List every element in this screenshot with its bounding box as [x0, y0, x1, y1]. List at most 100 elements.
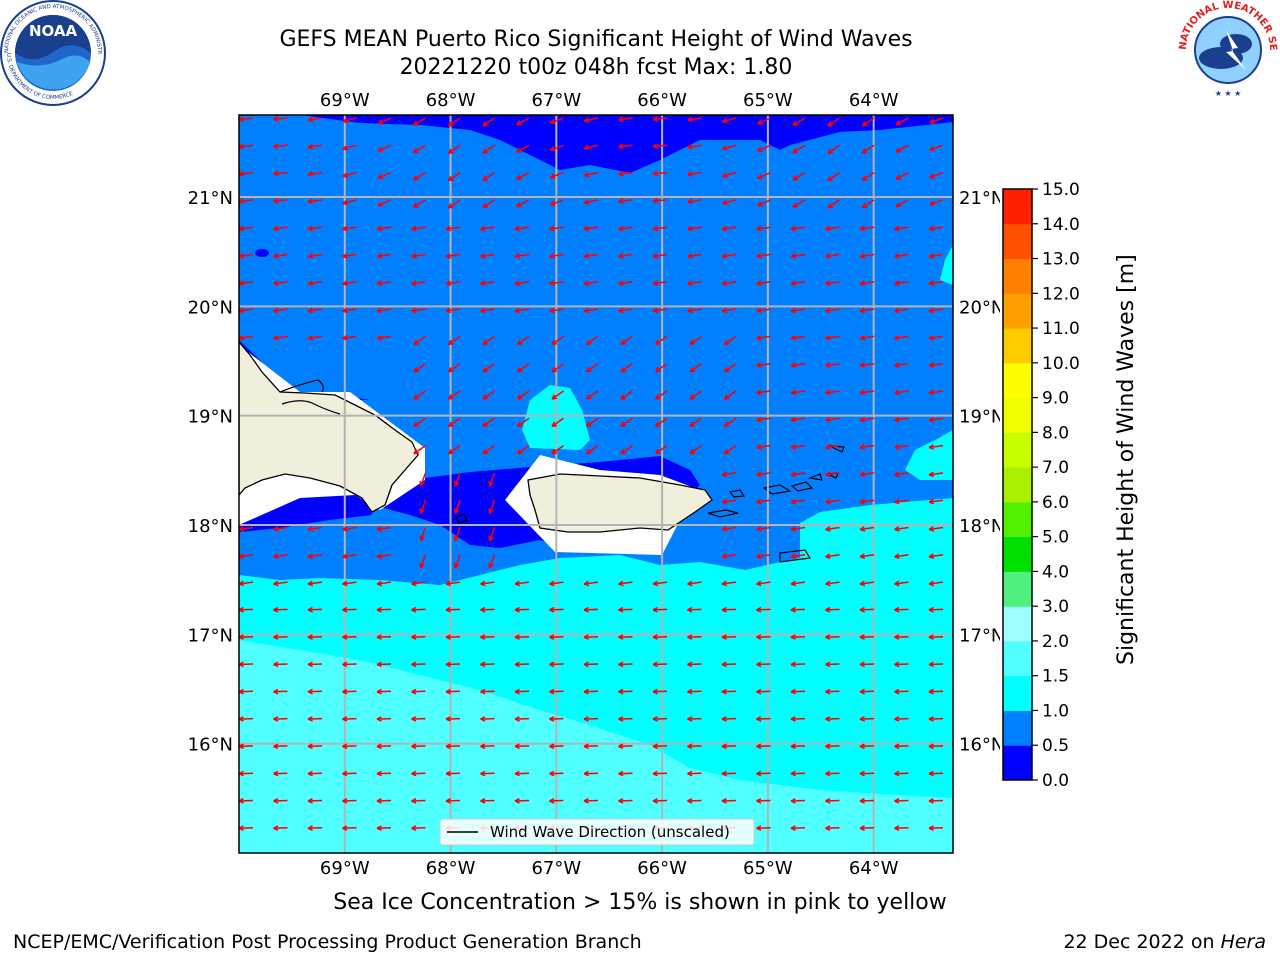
colorbar-tick-label: 12.0	[1042, 284, 1080, 304]
wave-arrow	[307, 198, 323, 205]
wave-arrow	[549, 280, 564, 286]
wave-arrow	[790, 362, 806, 368]
wave-arrow	[654, 390, 668, 400]
wave-arrow	[445, 743, 461, 750]
wave-arrow	[516, 117, 530, 126]
lon-label-top: 68°W	[426, 90, 476, 111]
wave-arrow	[585, 390, 599, 400]
colorbar-tick-label: 11.0	[1042, 319, 1080, 339]
wave-arrow	[376, 553, 392, 559]
wave-arrow	[618, 143, 633, 150]
wave-arrow	[342, 770, 357, 777]
wave-arrow	[894, 797, 909, 804]
wave-arrow	[447, 363, 461, 373]
wave-arrow	[825, 688, 840, 695]
wave-arrow	[273, 606, 288, 613]
wave-arrow	[790, 553, 806, 559]
colorbar-tick-label: 2.0	[1042, 632, 1069, 652]
wave-arrow	[342, 606, 357, 613]
wave-arrow	[721, 743, 737, 750]
wave-arrow	[652, 634, 668, 640]
wave-arrow	[928, 688, 944, 695]
nws-logo: NATIONAL WEATHER SERVICE ★ ★ ★	[1176, 0, 1278, 98]
wave-arrow	[419, 554, 427, 569]
wave-arrow	[549, 144, 564, 152]
wave-arrow	[342, 743, 357, 750]
wave-arrow	[307, 253, 323, 259]
lon-labels-top: 69°W 68°W 67°W 66°W 65°W 64°W	[320, 90, 899, 111]
wave-arrow	[239, 334, 254, 341]
wave-arrow	[652, 661, 668, 668]
wave-arrow	[859, 280, 875, 286]
wave-arrow	[859, 444, 875, 450]
wave-arrow	[654, 444, 668, 455]
wave-arrow	[307, 553, 323, 559]
wave-arrow	[894, 606, 909, 613]
colorbar-swatch	[1003, 397, 1032, 433]
wave-arrow	[583, 743, 599, 750]
wave-arrow	[687, 198, 702, 205]
wave-arrow	[652, 606, 668, 613]
wave-arrow	[825, 553, 840, 559]
lat-label-right: 17°N	[959, 625, 1000, 646]
wave-arrow	[307, 307, 323, 314]
wave-arrow	[929, 117, 944, 125]
wave-arrow	[342, 716, 357, 722]
wave-arrow	[273, 580, 288, 587]
wave-arrow	[307, 797, 323, 804]
lon-label-top: 66°W	[637, 90, 687, 111]
footer-host: Hera	[1220, 931, 1266, 953]
wave-arrow	[756, 526, 771, 532]
wave-arrow	[894, 743, 909, 750]
wave-arrow	[480, 661, 495, 668]
wave-arrow	[894, 444, 909, 450]
wave-arrow	[928, 716, 944, 722]
wave-arrow	[376, 526, 392, 532]
wave-arrow	[516, 335, 530, 346]
wave-arrow	[514, 661, 530, 668]
wave-arrow	[928, 770, 944, 777]
wave-arrow	[756, 498, 771, 505]
wave-arrow	[516, 390, 530, 400]
wave-arrow	[687, 797, 702, 804]
wave-arrow	[376, 334, 392, 341]
wave-arrow	[689, 335, 702, 346]
wave-arrow	[488, 527, 496, 542]
wave-arrow	[445, 606, 461, 613]
wave-arrow	[307, 171, 323, 177]
colorbar-tick-label: 3.0	[1042, 597, 1069, 617]
wave-arrow	[652, 716, 668, 722]
wave-arrow	[790, 580, 806, 587]
wave-arrow	[445, 770, 461, 777]
wave-arrow	[411, 580, 426, 587]
wave-arrow	[549, 661, 564, 668]
wave-arrow	[790, 716, 806, 722]
wave-arrow	[756, 416, 771, 423]
wave-arrow	[583, 797, 599, 804]
wave-arrow	[756, 334, 771, 341]
wave-arrow	[722, 171, 737, 178]
wave-arrow	[482, 363, 495, 373]
wave-arrow	[411, 253, 426, 259]
wave-arrow	[894, 334, 909, 341]
wave-arrow	[687, 116, 702, 123]
wave-arrow	[514, 688, 530, 695]
wave-arrow	[342, 688, 357, 695]
wave-arrow	[342, 553, 357, 559]
wave-arrow	[273, 307, 288, 314]
colorbar-swatch	[1003, 745, 1032, 781]
lat-label-right: 18°N	[959, 516, 1000, 537]
wave-arrow	[307, 825, 323, 831]
wave-arrow	[488, 499, 496, 514]
wave-arrow	[583, 117, 599, 123]
wave-arrow	[480, 580, 495, 587]
wave-arrow	[516, 363, 530, 373]
wave-arrow	[239, 553, 254, 559]
wave-arrow	[652, 797, 668, 804]
wave-arrow	[273, 716, 288, 722]
wave-arrow	[790, 825, 806, 831]
contour-0.5-north	[300, 115, 953, 173]
wave-arrow	[445, 797, 461, 804]
wave-arrow	[447, 117, 461, 127]
wave-arrow	[894, 416, 909, 423]
